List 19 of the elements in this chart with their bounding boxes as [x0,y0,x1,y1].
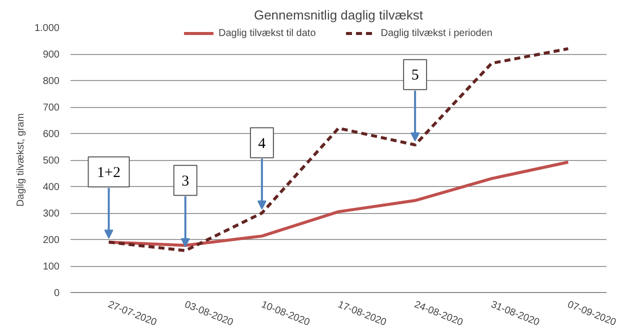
y-tick-label: 700 [42,102,60,114]
y-tick-label: 600 [42,129,60,140]
annotation: 3 [182,173,190,190]
y-tick-label: 0 [54,288,60,299]
annotation: 5 [411,68,419,84]
y-tick-label: 1.000 [34,23,60,34]
legend-label: Daglig tilvækst til dato [218,27,316,39]
y-tick-label: 500 [42,156,60,166]
y-tick-label: 800 [42,76,60,87]
y-tick-label: 100 [42,262,60,272]
legend-label: Daglig tilvækst i perioden [380,27,492,39]
annotation: 1+2 [97,164,121,181]
y-tick-label: 900 [42,50,60,60]
y-tick-label: 300 [42,208,60,220]
chart-title: Gennemsnitlig daglig tilvækst [254,8,424,22]
y-axis-title: Daglig tilvækst, gram [15,113,26,207]
y-tick-label: 200 [42,235,60,246]
y-tick-label: 400 [42,182,60,193]
annotation: 4 [258,136,266,152]
